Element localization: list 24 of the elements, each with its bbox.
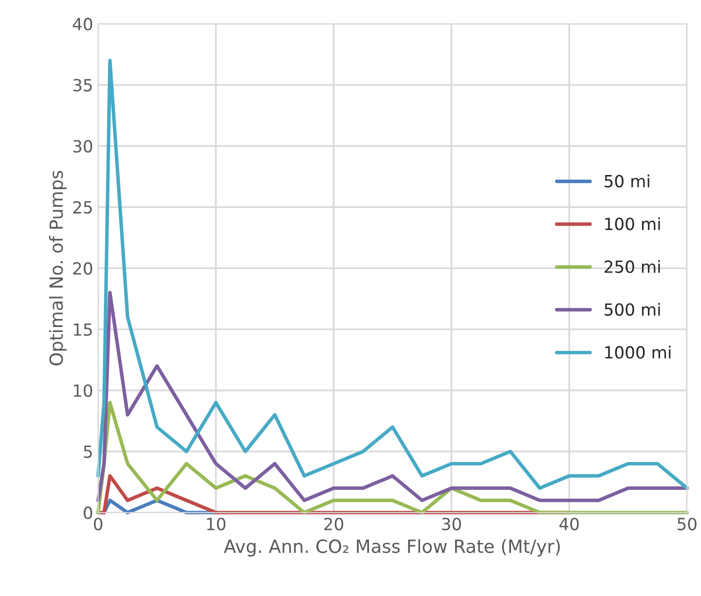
y-tick-label: 10	[74, 384, 92, 397]
y-tick-label: 40	[72, 18, 92, 30]
x-tick-label: 20	[324, 518, 344, 530]
legend-label: 250 mi	[604, 260, 660, 274]
x-tick-label: 0	[94, 518, 102, 530]
y-tick-label: 0	[84, 506, 92, 520]
y-tick-label: 35	[73, 78, 92, 92]
legend-label: 500 mi	[604, 302, 660, 316]
y-tick-label: 25	[73, 201, 92, 214]
x-tick-label: 30	[442, 518, 461, 530]
legend-label: 50 mi	[604, 174, 650, 188]
x-tick-label: 10	[207, 518, 226, 530]
legend-label: 1000 mi	[605, 346, 670, 359]
line-series	[96, 58, 689, 490]
x-axis-title: Avg. Ann. CO₂ Mass Flow Rate (Mt/yr)	[224, 539, 560, 557]
x-tick-label: 40	[559, 518, 579, 530]
legend-label: 100 mi	[605, 217, 660, 230]
y-axis-title: Optimal No. of Pumps	[49, 170, 67, 366]
y-tick-label: 20	[73, 262, 92, 275]
line-series	[96, 290, 689, 502]
y-tick-label: 15	[74, 323, 92, 336]
x-tick-label: 50	[678, 518, 696, 530]
y-tick-label: 5	[84, 446, 92, 458]
y-tick-label: 30	[73, 140, 92, 153]
